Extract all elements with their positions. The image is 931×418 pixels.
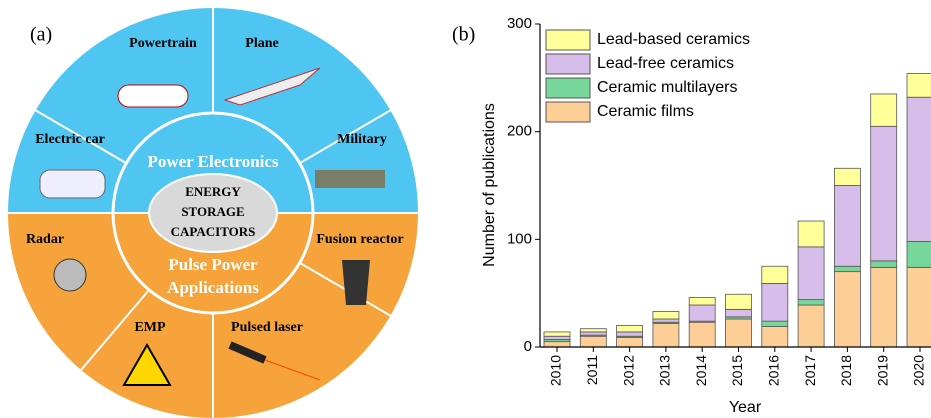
laser-beam [264, 359, 321, 381]
ring-label: Applications [167, 278, 259, 297]
x-tick-label: 2017 [802, 355, 818, 386]
sector-label: Plane [245, 36, 278, 51]
bar-segment [797, 304, 825, 348]
y-tick-label: 200 [507, 123, 532, 140]
sector-label: Powertrain [129, 36, 197, 51]
car-icon [39, 169, 106, 199]
x-tick-label: 2011 [584, 355, 600, 385]
bar-segment [797, 299, 825, 306]
x-tick-label: 2010 [548, 355, 564, 386]
bar-segment [579, 328, 607, 333]
bar-segment [797, 246, 825, 301]
x-tick-label: 2016 [766, 355, 782, 386]
center-label: STORAGE [181, 204, 244, 219]
bar-segment [543, 335, 571, 340]
sector-label: EMP [134, 320, 166, 335]
x-tick-label: 2014 [693, 355, 709, 386]
panel-b: (b) Year Number of publications 0 100 200 3… [452, 15, 931, 416]
bar-segment [906, 96, 931, 242]
bar-segment [834, 167, 861, 186]
x-tick-label: 2013 [657, 355, 673, 386]
bar-segment [870, 125, 898, 262]
bar-segment [797, 220, 825, 248]
tank-icon [315, 170, 385, 188]
bar-segment [834, 265, 861, 273]
ring-label: Power Electronics [147, 152, 278, 171]
radar-icon [53, 258, 87, 292]
legend-swatch [545, 101, 591, 123]
legend-label: Ceramic multilayers [597, 79, 737, 96]
legend-label: Ceramic films [597, 103, 694, 120]
bar-segment [761, 283, 789, 322]
legend-swatch [545, 29, 591, 51]
sector-label: Fusion reactor [316, 232, 403, 247]
bar-segment [725, 318, 752, 348]
center-label: CAPACITORS [171, 224, 256, 239]
bar-segment [870, 266, 898, 348]
bar-segment [870, 260, 898, 268]
panel-label: (b) [452, 24, 475, 46]
legend-swatch [545, 53, 591, 75]
x-axis-label: Year [729, 399, 762, 416]
sector-label: Electric car [35, 132, 105, 147]
bar-segment [543, 331, 571, 337]
bar-segment [761, 326, 789, 348]
panel-label: (a) [30, 24, 52, 46]
y-tick-label: 300 [507, 15, 532, 32]
bar-segment [688, 297, 716, 306]
x-tick-label: 2019 [874, 355, 890, 386]
bar-segment [725, 308, 752, 318]
bar-segment [761, 320, 789, 327]
plane-icon [223, 67, 321, 106]
x-tick-label: 2012 [620, 355, 636, 386]
x-tick-label: 2015 [729, 355, 745, 386]
bar-segment [906, 73, 931, 98]
train-icon [117, 84, 189, 108]
sector-label: Military [337, 132, 387, 147]
legend-label: Lead-free ceramics [597, 55, 734, 72]
center-label: ENERGY [185, 184, 241, 199]
emp-icon [122, 342, 172, 386]
y-axis-label: Number of publications [481, 103, 498, 267]
bar-segment [688, 304, 716, 322]
sector-label: Pulsed laser [231, 320, 303, 335]
bar-segment [652, 318, 680, 323]
x-tick-label: 2018 [838, 355, 854, 386]
sector-label: Radar [26, 232, 64, 247]
bar-segment [834, 271, 861, 348]
reactor-icon [342, 260, 370, 305]
ring-label: Pulse Power [168, 255, 258, 274]
legend-swatch [545, 77, 591, 99]
legend-label: Lead-based ceramics [597, 31, 750, 48]
bar-segment [906, 266, 931, 348]
bar-segment [579, 335, 607, 348]
bar-segment [870, 93, 898, 127]
laser-icon [228, 341, 267, 364]
bar-segment [761, 265, 789, 284]
bar-segment [834, 185, 861, 267]
bar-segment [652, 311, 680, 320]
bar-segment [616, 336, 643, 348]
inner-ring [111, 111, 315, 315]
bar-segment [652, 322, 680, 348]
y-tick-label: 0 [524, 338, 532, 355]
bar-segment [616, 325, 643, 333]
bar-segment [543, 341, 571, 348]
bar-segment [688, 321, 716, 348]
bar-segment [616, 331, 643, 337]
x-tick-label: 2020 [911, 355, 927, 386]
bar-segment [725, 293, 752, 310]
bar-segment [579, 331, 607, 336]
y-tick-label: 100 [507, 230, 532, 247]
panel-a: (a) Powertrain Plane Electric car Milita… [8, 8, 418, 418]
bar-segment [906, 241, 931, 268]
center-ellipse [148, 173, 278, 253]
